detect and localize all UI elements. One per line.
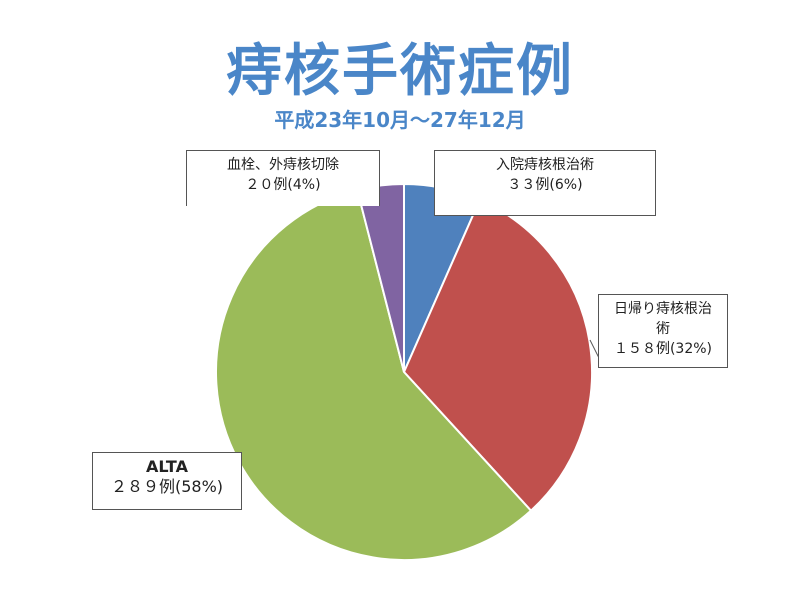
pie-slice-1 [402, 198, 593, 513]
slice-label-inpatient: 入院痔核根治術 ３３例(6%) [434, 150, 656, 216]
pie-slices [215, 182, 593, 561]
slice-label-thrombus: 血栓、外痔核切除 ２０例(4%) [186, 150, 380, 206]
slice-value-thrombus: ２０例(4%) [245, 177, 321, 193]
slice-value-inpatient: ３３例(6%) [507, 177, 583, 193]
page-title: 痔核手術症例 [226, 39, 574, 104]
slice-name-thrombus: 血栓、外痔核切除 [227, 157, 339, 173]
page-subtitle: 平成23年10月～27年12月 [274, 108, 526, 132]
slice-label-dayhosp: 日帰り痔核根治 術 １５８例(32%) [598, 294, 728, 368]
slice-value-dayhosp: １５８例(32%) [613, 341, 713, 357]
slice-name-inpatient: 入院痔核根治術 [496, 157, 594, 173]
slice-label-alta: ALTA ２８９例(58%) [92, 452, 242, 510]
slice-name-dayhosp-1: 日帰り痔核根治 [614, 301, 712, 317]
slice-name-alta: ALTA [146, 457, 188, 476]
slice-name-dayhosp-2: 術 [656, 321, 670, 337]
slice-value-alta: ２８９例(58%) [110, 477, 224, 496]
